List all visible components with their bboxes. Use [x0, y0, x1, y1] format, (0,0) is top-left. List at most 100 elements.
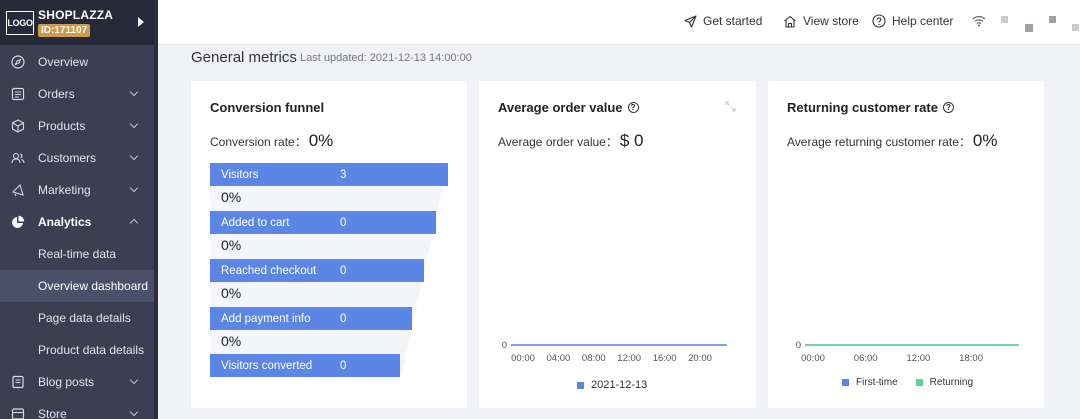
funnel-stage-value: 0 [340, 359, 347, 372]
x-axis-tick-label: 20:00 [688, 353, 712, 364]
chevron-down-icon [129, 407, 139, 417]
funnel-step-percent: 0% [221, 189, 242, 205]
metric-label: Conversion rate： [210, 135, 307, 149]
get-started-link[interactable]: Get started [684, 14, 762, 28]
sidebar-item-overview[interactable]: Overview [0, 46, 154, 78]
y-axis-tick-label: 0 [796, 340, 801, 351]
funnel-stage-value: 0 [340, 312, 347, 325]
sidebar-item-label: Customers [38, 151, 97, 165]
returning-customer-rate-chart: 0 00:00 06:00 12:00 18:00 [796, 340, 1019, 364]
funnel-stage-name: Added to cart [221, 216, 290, 229]
pie-chart-icon [12, 215, 25, 228]
chart-legend: 2021-12-13 [577, 379, 647, 391]
view-store-label: View store [803, 14, 859, 28]
compass-icon [11, 55, 25, 69]
store-name: SHOPLAZZA [38, 8, 114, 22]
funnel-stage-visitors[interactable]: Visitors 3 [210, 163, 448, 186]
card-title-text: Average order value [498, 100, 623, 115]
sidebar-item-label: Products [38, 119, 86, 133]
y-axis-tick-label: 0 [502, 340, 507, 351]
sidebar-item-label: Analytics [38, 215, 92, 229]
get-started-label: Get started [703, 14, 763, 28]
funnel-stage-reached-checkout[interactable]: Reached checkout 0 [210, 259, 424, 282]
funnel-stage-name: Reached checkout [221, 264, 317, 277]
legend-swatch-returning [915, 379, 923, 386]
store-icon [11, 408, 25, 419]
card-title: Conversion funnel [210, 100, 325, 115]
sidebar-subitem-product-data-details[interactable]: Product data details [38, 343, 145, 357]
placeholder-square-icon [1025, 24, 1033, 32]
average-order-value-card: Average order value ? Average order valu… [479, 81, 756, 408]
funnel-step-percent: 0% [221, 285, 242, 301]
placeholder-square-icon [1001, 16, 1008, 23]
conversion-rate-metric: Conversion rate： 0% [210, 131, 333, 151]
users-icon [11, 152, 25, 164]
caret-right-icon[interactable] [138, 17, 144, 27]
store-logo: LOGO [6, 11, 34, 35]
help-center-label: Help center [892, 14, 954, 28]
sidebar: LOGO SHOPLAZZA ID:171107 Overview Orders… [0, 0, 158, 419]
returning-customer-rate-card: Returning customer rate ? Average return… [768, 81, 1044, 408]
placeholder-square-icon [1072, 24, 1079, 31]
average-order-value-metric: Average order value： $ 0 [498, 131, 644, 151]
document-icon [12, 375, 24, 389]
legend-label[interactable]: 2021-12-13 [591, 379, 648, 391]
funnel-stage-added-to-cart[interactable]: Added to cart 0 [210, 211, 436, 234]
metric-value: 0% [308, 131, 334, 150]
funnel-stage-value: 3 [340, 168, 347, 181]
sidebar-item-blog-posts[interactable]: Blog posts [0, 366, 154, 398]
sidebar-subitem-overview-dashboard[interactable]: Overview dashboard [0, 270, 154, 302]
card-title: Returning customer rate ? [787, 100, 954, 115]
metric-value: 0% [972, 131, 998, 150]
store-switcher[interactable]: LOGO SHOPLAZZA ID:171107 [0, 0, 158, 45]
funnel-stage-name: Visitors [221, 168, 259, 181]
megaphone-icon [11, 183, 24, 197]
wifi-icon[interactable] [972, 15, 986, 27]
sidebar-item-products[interactable]: Products [0, 110, 154, 142]
chevron-up-icon [129, 218, 139, 228]
returning-customer-rate-metric: Average returning customer rate： 0% [787, 131, 997, 151]
funnel-stage-visitors-converted[interactable]: Visitors converted 0 [210, 354, 400, 377]
sidebar-item-label: Orders [38, 87, 75, 101]
help-center-link[interactable]: Help center [872, 14, 953, 28]
sidebar-item-customers[interactable]: Customers [0, 142, 154, 174]
sidebar-item-marketing[interactable]: Marketing [0, 174, 154, 206]
help-icon[interactable]: ? [627, 102, 639, 113]
sidebar-item-analytics[interactable]: Analytics [0, 206, 154, 238]
view-store-link[interactable]: View store [783, 14, 859, 28]
sidebar-nav: Overview Orders Products Customers Marke… [0, 46, 154, 419]
sidebar-item-label: Overview [38, 55, 89, 69]
sidebar-subitem-realtime-data[interactable]: Real-time data [38, 247, 117, 261]
legend-label-returning[interactable]: Returning [929, 377, 974, 388]
funnel-step-percent: 0% [221, 237, 242, 253]
legend-label-first-time[interactable]: First-time [856, 377, 898, 388]
help-circle-icon [872, 14, 886, 28]
x-axis-tick-label: 04:00 [547, 353, 571, 364]
legend-swatch-first-time [842, 379, 849, 386]
metric-label: Average order value： [498, 135, 618, 149]
funnel-stage-add-payment-info[interactable]: Add payment info 0 [210, 307, 412, 330]
chevron-down-icon [129, 119, 139, 129]
expand-icon[interactable] [725, 101, 736, 112]
legend-swatch [577, 381, 584, 389]
page-title: General metrics [191, 49, 297, 66]
x-axis-tick-label: 06:00 [854, 353, 878, 364]
x-axis-tick-label: 00:00 [801, 353, 825, 364]
card-title-text: Returning customer rate [787, 100, 938, 115]
metric-label: Average returning customer rate： [787, 135, 971, 149]
sidebar-item-store[interactable]: Store [0, 398, 154, 419]
send-icon [684, 14, 697, 28]
sidebar-subitem-page-data-details[interactable]: Page data details [38, 311, 131, 325]
store-id-badge: ID:171107 [38, 24, 91, 37]
orders-icon [11, 87, 25, 101]
chevron-down-icon [129, 151, 139, 161]
average-order-value-chart: 0 00:00 04:00 08:00 12:00 16:00 20:00 [502, 340, 727, 364]
help-icon[interactable]: ? [942, 102, 954, 113]
funnel-stage-value: 0 [340, 264, 347, 277]
x-axis-tick-label: 16:00 [653, 353, 677, 364]
chevron-down-icon [129, 375, 139, 385]
x-axis-tick-label: 08:00 [582, 353, 606, 364]
x-axis-tick-label: 12:00 [617, 353, 641, 364]
top-bar: Get started View store Help center [158, 0, 1080, 45]
sidebar-item-orders[interactable]: Orders [0, 78, 154, 110]
